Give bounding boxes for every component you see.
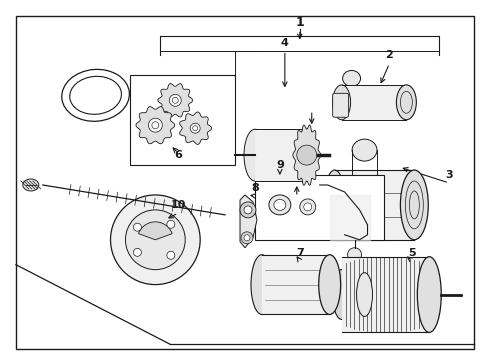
Circle shape: [300, 199, 316, 215]
Bar: [262, 255, 330, 315]
Ellipse shape: [396, 85, 416, 120]
Ellipse shape: [417, 257, 441, 332]
Ellipse shape: [333, 270, 350, 319]
Circle shape: [111, 195, 200, 285]
Wedge shape: [139, 222, 172, 240]
Text: 6: 6: [174, 150, 182, 160]
Bar: [342, 257, 429, 332]
Text: 3: 3: [445, 170, 453, 180]
Polygon shape: [180, 112, 212, 144]
Polygon shape: [293, 125, 320, 185]
Bar: [130, 75, 235, 165]
Circle shape: [240, 202, 256, 218]
Text: 10: 10: [171, 200, 186, 210]
Text: 5: 5: [409, 248, 416, 258]
Ellipse shape: [274, 199, 286, 210]
Ellipse shape: [318, 255, 341, 315]
Polygon shape: [330, 195, 369, 240]
Bar: [255, 175, 385, 240]
Circle shape: [125, 210, 185, 270]
Text: 1: 1: [295, 16, 304, 29]
Bar: [342, 85, 406, 120]
Circle shape: [167, 220, 175, 228]
Text: 9: 9: [276, 160, 284, 170]
Ellipse shape: [357, 273, 372, 316]
Circle shape: [169, 94, 181, 106]
Text: 2: 2: [386, 50, 393, 60]
Polygon shape: [240, 195, 257, 248]
Ellipse shape: [333, 85, 350, 120]
FancyBboxPatch shape: [333, 93, 348, 117]
Bar: [255, 129, 307, 181]
Ellipse shape: [244, 129, 266, 181]
Circle shape: [133, 223, 142, 231]
Circle shape: [133, 248, 142, 256]
Circle shape: [190, 123, 200, 133]
Ellipse shape: [400, 170, 428, 240]
Circle shape: [347, 248, 362, 262]
Circle shape: [241, 232, 253, 244]
Circle shape: [148, 118, 162, 132]
Circle shape: [297, 145, 317, 165]
Text: 7: 7: [296, 248, 304, 258]
Ellipse shape: [324, 170, 345, 240]
Circle shape: [167, 251, 175, 259]
Polygon shape: [136, 107, 175, 144]
Ellipse shape: [269, 195, 291, 215]
Ellipse shape: [251, 255, 273, 315]
Text: 4: 4: [281, 37, 289, 48]
Ellipse shape: [296, 129, 318, 181]
Ellipse shape: [352, 139, 377, 161]
Circle shape: [244, 206, 252, 214]
Bar: [335, 170, 415, 240]
Circle shape: [244, 235, 250, 241]
Circle shape: [304, 203, 312, 211]
Ellipse shape: [343, 71, 361, 86]
Text: 8: 8: [251, 183, 259, 193]
Polygon shape: [158, 84, 193, 117]
Ellipse shape: [23, 179, 39, 191]
